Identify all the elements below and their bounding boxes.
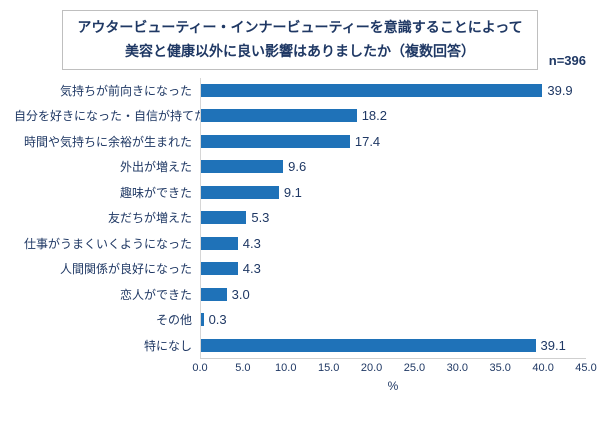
value-label: 9.1 (283, 184, 302, 200)
plot-area: 17.4 (200, 128, 586, 155)
value-label: 5.3 (251, 210, 270, 226)
x-tick-label: 20.0 (360, 362, 383, 375)
x-tick-label: 25.0 (403, 362, 426, 375)
x-tick-label: 30.0 (446, 362, 469, 375)
chart-row: 人間関係が良好になった 4.3 (14, 256, 586, 282)
chart-rows: 気持ちが前向きになった 39.9 自分を好きになった・自信が持てた 18.2 時間や気持… (14, 77, 586, 359)
bar (201, 338, 536, 352)
value-label: 39.1 (540, 337, 566, 353)
bar (201, 134, 350, 148)
plot-area: 39.1 (200, 332, 586, 359)
bar (201, 211, 247, 225)
category-label: 気持ちが前向きになった (59, 83, 192, 98)
chart-row: 仕事がうまくいくようになった 4.3 (14, 230, 586, 257)
plot-area: 9.1 (200, 179, 586, 206)
x-tick-label: 10.0 (275, 362, 297, 375)
bar (201, 83, 543, 97)
chart-row: 自分を好きになった・自信が持てた 18.2 (14, 103, 586, 129)
chart-title: アウタービューティー・インナービューティーを意識することによって 美容と健康以外… (62, 10, 538, 70)
category-label: 趣味ができた (119, 185, 192, 200)
x-axis: 0.0 5.0 10.0 15.0 20.0 25.0 30.0 35.0 40.0 45.0 (192, 358, 597, 376)
x-tick-label: 5.0 (235, 362, 251, 375)
plot-area: 5.3 (200, 205, 586, 231)
title-line1: アウタービューティー・インナービューティーを意識することによって (77, 19, 523, 35)
category-label: 友だちが増えた (107, 211, 192, 226)
category-label: 自分を好きになった・自信が持てた (14, 109, 200, 124)
value-label: 9.6 (288, 159, 307, 175)
plot-area: 4.3 (200, 256, 586, 282)
category-label: 人間関係が良好になった (59, 262, 192, 277)
bar (201, 185, 279, 199)
chart-header: アウタービューティー・インナービューティーを意識することによって 美容と健康以外… (14, 10, 586, 70)
category-label: 特になし (143, 338, 192, 353)
bar (201, 262, 238, 276)
x-tick-label: 15.0 (317, 362, 340, 375)
category-label: その他 (155, 313, 192, 328)
x-tick-label: 45.0 (575, 362, 597, 375)
category-label: 外出が増えた (119, 160, 192, 175)
bar (201, 313, 204, 327)
x-tick-label: 0.0 (192, 362, 208, 375)
category-label: 仕事がうまくいくようになった (23, 236, 192, 251)
value-label: 17.4 (354, 133, 381, 149)
chart-row: その他 0.3 (14, 307, 586, 333)
sample-size-label: n=396 (548, 52, 586, 68)
bar (201, 109, 357, 123)
value-label: 4.3 (242, 235, 261, 251)
x-tick-label: 35.0 (489, 362, 511, 375)
plot-area: 3.0 (200, 281, 586, 308)
chart-row: 友だちが増えた 5.3 (14, 205, 586, 231)
value-label: 0.3 (208, 312, 227, 328)
value-label: 39.9 (547, 82, 573, 98)
bar (201, 287, 227, 301)
bar (201, 160, 284, 174)
bar (201, 236, 238, 250)
chart-row: 気持ちが前向きになった 39.9 (14, 77, 586, 104)
chart-row: 趣味ができた 9.1 (14, 179, 586, 206)
plot-area: 0.3 (200, 307, 586, 333)
value-label: 18.2 (361, 108, 388, 124)
category-label: 恋人ができた (119, 287, 192, 302)
plot-area: 39.9 (200, 77, 586, 104)
bar-chart: 気持ちが前向きになった 39.9 自分を好きになった・自信が持てた 18.2 時間や気持… (14, 77, 597, 394)
plot-area: 4.3 (200, 230, 586, 257)
chart-row: 恋人ができた 3.0 (14, 281, 586, 308)
category-label: 時間や気持ちに余裕が生まれた (23, 134, 192, 149)
value-label: 3.0 (231, 286, 250, 302)
chart-row: 特になし 39.1 (14, 332, 586, 359)
x-tick-label: 40.0 (532, 362, 554, 375)
title-line2: 美容と健康以外に良い影響はありましたか（複数回答） (124, 42, 475, 59)
chart-row: 外出が増えた 9.6 (14, 154, 586, 180)
plot-area: 9.6 (200, 154, 586, 180)
value-label: 4.3 (242, 261, 261, 277)
chart-row: 時間や気持ちに余裕が生まれた 17.4 (14, 128, 586, 155)
plot-area: 18.2 (200, 103, 586, 129)
x-axis-label: % (387, 379, 399, 394)
